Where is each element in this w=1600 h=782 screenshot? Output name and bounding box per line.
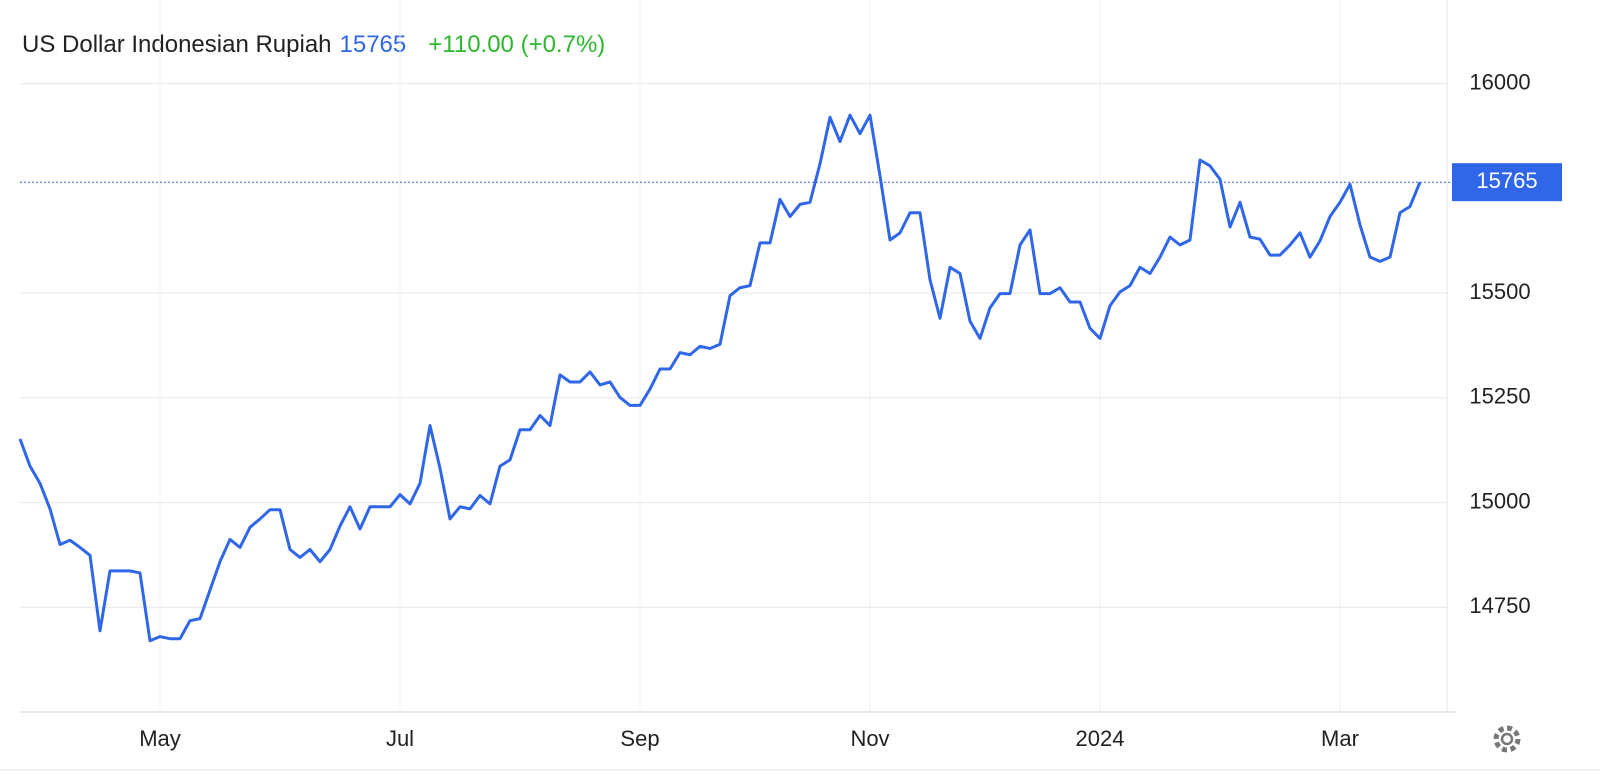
y-tick-label: 15500	[1469, 279, 1530, 304]
x-tick-label: 2024	[1076, 726, 1125, 751]
x-tick-label: Jul	[386, 726, 414, 751]
gear-teeth	[1493, 725, 1521, 753]
chart-title: US Dollar Indonesian Rupiah 15765 +110.00 …	[22, 31, 605, 58]
price-line	[18, 113, 1422, 643]
x-tick-label: May	[139, 726, 181, 751]
y-tick-label: 16000	[1469, 70, 1530, 95]
y-tick-label: 15250	[1469, 384, 1530, 409]
x-tick-label: Sep	[620, 726, 659, 751]
header-change: +110.00 (+0.7%)	[428, 31, 605, 58]
last-price-box	[1452, 163, 1562, 202]
header-price: 15765	[340, 31, 407, 58]
settings-gear[interactable]	[1493, 725, 1521, 753]
y-tick-label: 15000	[1469, 488, 1530, 513]
gear-hub	[1500, 732, 1514, 746]
x-tick-label: Mar	[1321, 726, 1359, 751]
last-price-label: 15765	[1476, 168, 1537, 193]
x-tick-label: Nov	[850, 726, 889, 751]
title-text: US Dollar Indonesian Rupiah	[22, 31, 332, 58]
y-tick-label: 14750	[1469, 593, 1530, 618]
